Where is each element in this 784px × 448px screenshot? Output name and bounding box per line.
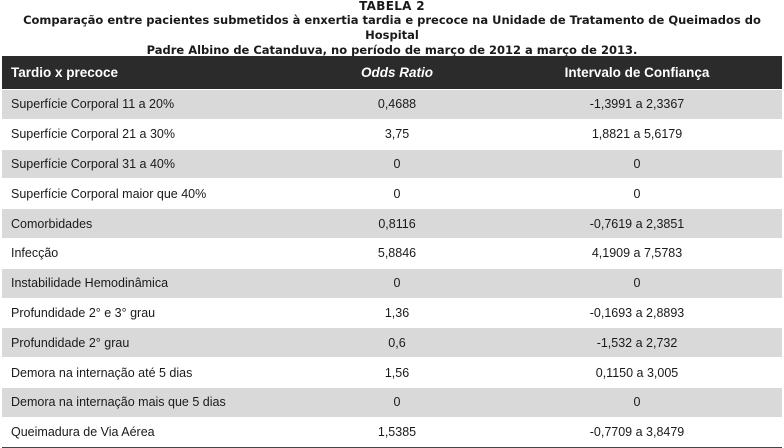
cell-factor: Superfície Corporal 21 a 30% xyxy=(11,127,175,142)
cell-odds-ratio: 0,8116 xyxy=(378,216,416,231)
cell-factor: Comorbidades xyxy=(11,216,93,231)
cell-odds-ratio: 0,4688 xyxy=(377,97,417,112)
cell-factor: Queimadura de Via Aérea xyxy=(11,425,155,440)
table-row: Demora na internação mais que 5 dias 0 0 xyxy=(2,386,782,417)
cell-factor: Demora na internação até 5 dias xyxy=(11,365,193,380)
header-factor: Tardio x precoce xyxy=(11,65,119,80)
cell-confidence-interval: -0,1693 a 2,8893 xyxy=(589,305,685,320)
table-number: TABELA 2 xyxy=(359,0,425,13)
table-row: Demora na internação até 5 dias 1,56 0,1… xyxy=(2,357,782,387)
cell-factor: Demora na internação mais que 5 dias xyxy=(11,395,226,410)
cell-confidence-interval: 0 xyxy=(633,156,641,171)
table-row: Comorbidades 0,8116 -0,7619 a 2,3851 xyxy=(2,208,782,238)
table-row: Instabilidade Hemodinâmica 0 0 xyxy=(2,267,782,298)
cell-factor: Instabilidade Hemodinâmica xyxy=(11,276,169,291)
cell-factor: Infecção xyxy=(11,246,59,261)
cell-factor: Superfície Corporal 11 a 20% xyxy=(11,97,175,112)
cell-odds-ratio: 1,5385 xyxy=(377,425,417,440)
cell-confidence-interval: -1,532 a 2,732 xyxy=(596,335,678,350)
caption-line-1: Comparação entre pacientes submetidos à … xyxy=(23,13,761,42)
cell-confidence-interval: 0,1150 a 3,005 xyxy=(595,365,679,380)
cell-odds-ratio: 0,6 xyxy=(388,335,406,350)
cell-odds-ratio: 5,8846 xyxy=(377,246,417,261)
cell-odds-ratio: 0 xyxy=(393,395,401,410)
cell-factor: Superfície Corporal maior que 40% xyxy=(11,186,207,201)
cell-odds-ratio: 0 xyxy=(393,276,401,291)
cell-confidence-interval: 0 xyxy=(633,186,641,201)
header-confidence-interval: Intervalo de Confiança xyxy=(564,65,710,80)
table-row: Superfície Corporal maior que 40% 0 0 xyxy=(2,178,782,209)
table-row: Profundidade 2° e 3° grau 1,36 -0,1693 a… xyxy=(2,297,782,328)
table-row: Superfície Corporal 31 a 40% 0 0 xyxy=(2,148,782,179)
cell-confidence-interval: -0,7619 a 2,3851 xyxy=(589,216,685,231)
cell-factor: Superfície Corporal 31 a 40% xyxy=(11,156,175,171)
table-row: Queimadura de Via Aérea 1,5385 -0,7709 a… xyxy=(2,416,782,447)
cell-confidence-interval: -0,7709 a 3,8479 xyxy=(589,425,685,440)
table-row: Infecção 5,8846 4,1909 a 7,5783 xyxy=(2,237,782,268)
data-table: Tardio x precoce Odds Ratio Intervalo de… xyxy=(2,56,782,448)
cell-factor: Profundidade 2° grau xyxy=(11,335,130,350)
cell-odds-ratio: 3,75 xyxy=(384,127,410,142)
cell-odds-ratio: 0 xyxy=(393,186,401,201)
header-odds-ratio: Odds Ratio xyxy=(360,65,433,80)
table-row: Superfície Corporal 11 a 20% 0,4688 -1,3… xyxy=(2,89,782,119)
cell-confidence-interval: 4,1909 a 7,5783 xyxy=(591,246,683,261)
cell-confidence-interval: 0 xyxy=(633,395,641,410)
cell-confidence-interval: 1,8821 a 5,6179 xyxy=(591,127,683,142)
cell-odds-ratio: 1,36 xyxy=(384,305,410,320)
table-row: Superfície Corporal 21 a 30% 3,75 1,8821… xyxy=(2,118,782,149)
table-header-row: Tardio x precoce Odds Ratio Intervalo de… xyxy=(2,56,782,89)
table-caption: TABELA 2 Comparação entre pacientes subm… xyxy=(0,0,784,58)
cell-factor: Profundidade 2° e 3° grau xyxy=(11,305,156,320)
cell-odds-ratio: 1,56 xyxy=(384,365,410,380)
cell-confidence-interval: -1,3991 a 2,3367 xyxy=(589,97,685,112)
cell-confidence-interval: 0 xyxy=(633,276,641,291)
table-row: Profundidade 2° grau 0,6 -1,532 a 2,732 xyxy=(2,327,782,358)
cell-odds-ratio: 0 xyxy=(393,156,401,171)
caption-line-2: Padre Albino de Catanduva, no período de… xyxy=(146,43,638,57)
